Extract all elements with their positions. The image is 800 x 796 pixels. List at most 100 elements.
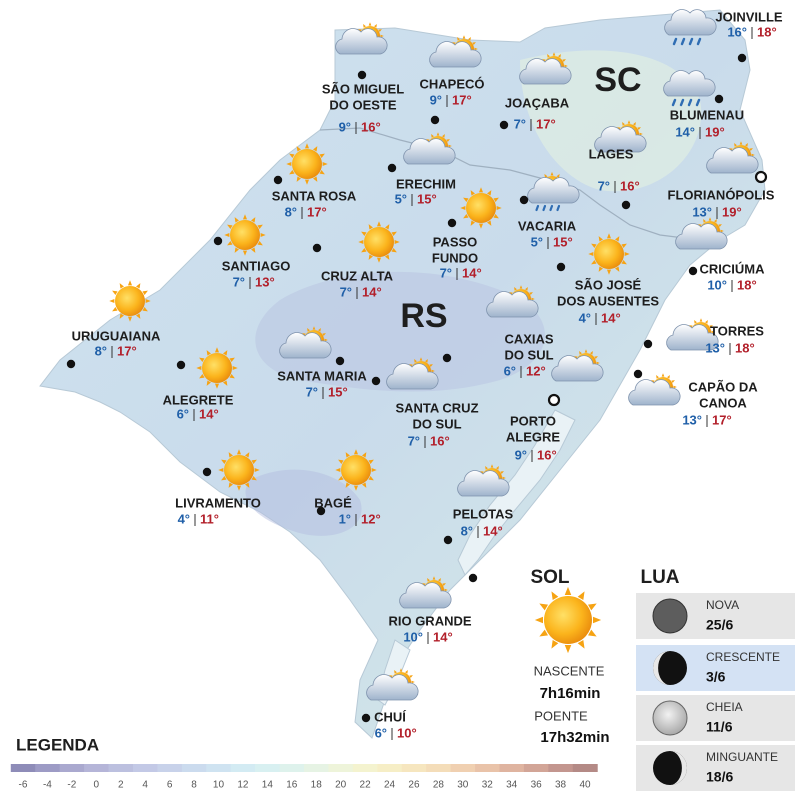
sun-ray [257,241,263,246]
legend-tick-label: 6 [167,780,173,791]
sun-ray [622,122,625,126]
cloud-icon [335,28,388,55]
sun-ray [496,466,499,470]
sun-ray [251,476,257,481]
sun-ray [228,452,233,458]
sun-ray [694,320,697,324]
max-temp: 17° [307,204,327,219]
sun-ray [463,197,469,202]
sun-ray [221,459,227,464]
max-temp: 18° [737,277,757,292]
capital-marker [547,393,561,407]
city-marker [714,94,724,104]
sun-ray [444,588,448,592]
cloud-icon [399,582,452,609]
sun-ray [539,629,548,637]
min-temp: 16° [727,24,747,39]
sun-ray [714,219,717,223]
sun-ray [708,217,712,221]
sun-ray [470,190,475,196]
sun-ray [313,146,318,152]
city-name: SANTA ROSA [272,188,357,203]
max-temp: 14° [483,523,503,538]
sun-ray [227,224,233,229]
sun-ray [399,668,403,672]
city-marker [316,506,326,516]
sun-ray [304,143,310,149]
sun-icon [218,449,260,491]
sun-ray [260,232,266,238]
sun-ray [214,383,220,389]
legend-swatch [450,764,476,772]
min-temp: 7° [514,116,526,131]
city-marker [361,713,371,723]
sun-ray [119,283,124,289]
sun-ray [206,380,211,386]
sun-ray [338,476,344,481]
sun-ray [624,251,630,257]
city-marker [443,535,453,545]
land-shade [520,50,702,192]
sun-ray [667,375,670,379]
max-temp: 10° [397,725,417,740]
sun-ray [429,364,433,367]
max-temp: 11° [200,511,219,526]
sun-ray [242,250,248,256]
legend-tick-label: 38 [555,780,567,791]
sun-ray [378,29,382,32]
sun-ray [550,171,554,176]
city-name: BLUMENAU [670,107,744,122]
legend-tick-label: 26 [408,780,420,791]
sun-ray [468,37,471,41]
cloud-icon [519,58,572,85]
sun-disc [341,455,371,485]
cloud-icon [706,147,759,174]
sun-ray [556,173,560,178]
sun-ray [705,320,708,324]
cloud-icon [366,674,419,701]
city-name: URUGUAIANA [72,328,161,343]
legend-swatch [328,764,354,772]
sun-title: SOL [530,567,569,588]
sun-ray [234,247,239,253]
sun-ray [460,205,466,211]
moon-phase-name: MINGUANTE [706,750,778,764]
legend-swatch [377,764,403,772]
max-temp: 15° [328,384,348,399]
min-temp: 7° [598,178,610,193]
sun-ray [245,452,250,458]
legend-swatch [157,764,183,772]
sun-ray [368,224,373,230]
moon-phase-date: 18/6 [706,769,733,785]
city: PELOTAS 8° 14° [443,464,514,545]
land-shade [245,469,362,536]
sun-ray [251,459,257,464]
sun-ray [319,153,325,158]
max-temp: 19° [705,124,725,139]
sun-icon [335,449,377,491]
legend-tick-label: 0 [94,780,100,791]
sun-ray [376,257,382,263]
cloud-icon [386,363,439,390]
legend-tick-label: 8 [191,780,197,791]
city-name: CANOA [699,395,747,410]
city-name: LIVRAMENTO [175,495,261,510]
rain-drop [672,37,678,46]
moon-phases: NOVA 25/6 CRESCENTE 3/6 CHEIA 11/6 MINGUANTE 18… [636,593,795,791]
sun-ray [371,467,377,473]
sun-ray [577,640,585,649]
sun-ray [304,179,310,185]
legend: -6 -4 -2 0 2 4 6 8 10 12 14 16 18 20 22 24 26 28 30 32 34 36 3… [10,764,598,791]
city-name: ERECHIM [396,176,456,191]
legend-tick-label: -6 [19,780,28,791]
sun-ray [112,290,118,295]
sun-ray [711,330,715,334]
sun-ray [409,675,413,678]
sun-ray [199,357,205,362]
